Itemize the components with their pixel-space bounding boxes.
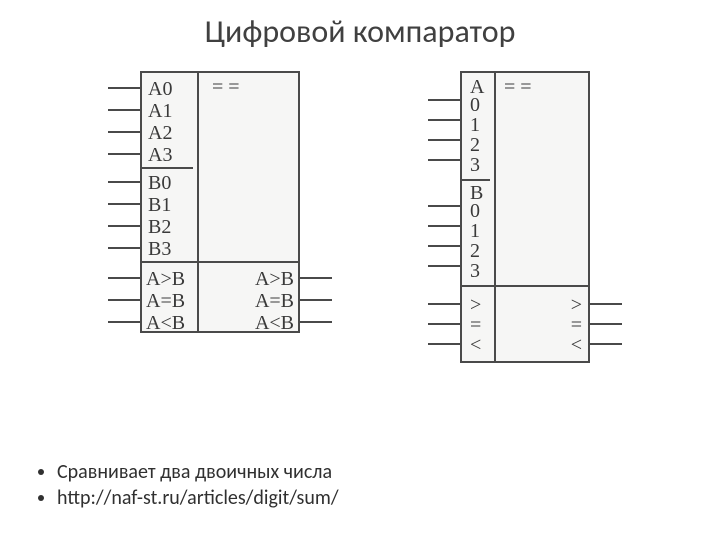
- pin-label: =: [470, 315, 481, 335]
- pin-label-b2: B2: [148, 217, 171, 237]
- comparator-left: = = A0 A1 A2 A3 B0 B1 B2 B3 A>B A=B A<B …: [70, 71, 330, 391]
- pin-in: [108, 321, 140, 323]
- pin-label-a3: A3: [148, 145, 172, 165]
- diagram-area: = = A0 A1 A2 A3 B0 B1 B2 B3 A>B A=B A<B …: [0, 71, 720, 391]
- pin-in: [108, 277, 140, 279]
- pin-in: [428, 323, 460, 325]
- pin-label: >: [470, 295, 481, 315]
- pin-label-alt: A<B: [146, 313, 185, 333]
- pin-in: [428, 159, 460, 161]
- pin-label-a1: A1: [148, 101, 172, 121]
- group-divider: [462, 179, 490, 181]
- pin-label-b3: B3: [148, 239, 171, 259]
- chip-header: = =: [504, 77, 532, 97]
- pin-out: [300, 299, 332, 301]
- group-divider: [142, 261, 298, 263]
- pin-label: 1: [470, 115, 480, 135]
- pin-out: [300, 277, 332, 279]
- pin-label-a2: A2: [148, 123, 172, 143]
- pin-label: 2: [470, 135, 480, 155]
- pin-in: [428, 225, 460, 227]
- chip-body: = = A0 A1 A2 A3 B0 B1 B2 B3 A>B A=B A<B …: [140, 71, 300, 333]
- pin-in: [428, 139, 460, 141]
- pin-out: [590, 323, 622, 325]
- pin-in: [428, 343, 460, 345]
- pin-in: [108, 225, 140, 227]
- slide-title: Цифровой компаратор: [0, 0, 720, 51]
- pin-out: [300, 321, 332, 323]
- group-divider: [462, 285, 588, 287]
- pin-in: [108, 153, 140, 155]
- pin-label-a0: A0: [148, 79, 172, 99]
- pin-label-b0: B0: [148, 173, 171, 193]
- pin-in: [108, 87, 140, 89]
- pin-in: [428, 245, 460, 247]
- out-label: =: [571, 315, 582, 335]
- pin-in: [108, 299, 140, 301]
- pin-in: [108, 181, 140, 183]
- bullet-item: Сравнивает два двоичных числа: [57, 460, 339, 484]
- pin-label-b1: B1: [148, 195, 171, 215]
- out-label: >: [571, 295, 582, 315]
- out-label-aeq: A=B: [255, 291, 294, 311]
- group-divider: [142, 167, 193, 169]
- bullet-list: Сравнивает два двоичных числа http://naf…: [35, 458, 339, 512]
- out-label-alt: A<B: [255, 313, 294, 333]
- pin-label: 3: [470, 155, 480, 175]
- pin-in: [108, 109, 140, 111]
- pin-in: [428, 205, 460, 207]
- chip-header: = =: [212, 77, 240, 97]
- chip-body: = = A 0 1 2 3 B 0 1 2 3 > = < > = <: [460, 71, 590, 363]
- pin-out: [590, 343, 622, 345]
- pin-in: [428, 303, 460, 305]
- pin-out: [590, 303, 622, 305]
- chip-divider: [494, 73, 496, 361]
- pin-in: [428, 99, 460, 101]
- pin-label: 0: [470, 201, 480, 221]
- pin-label: 0: [470, 95, 480, 115]
- chip-divider: [197, 73, 199, 331]
- pin-label: 2: [470, 241, 480, 261]
- pin-in: [108, 203, 140, 205]
- pin-label-agt: A>B: [146, 269, 185, 289]
- pin-in: [428, 119, 460, 121]
- pin-in: [108, 247, 140, 249]
- comparator-right: = = A 0 1 2 3 B 0 1 2 3 > = < > = <: [390, 71, 650, 391]
- pin-in: [108, 131, 140, 133]
- bullet-item: http://naf-st.ru/articles/digit/sum/: [57, 486, 339, 510]
- out-label: <: [571, 335, 582, 355]
- pin-label-aeq: A=B: [146, 291, 185, 311]
- pin-label: 3: [470, 261, 480, 281]
- out-label-agt: A>B: [255, 269, 294, 289]
- pin-label: 1: [470, 221, 480, 241]
- pin-in: [428, 265, 460, 267]
- pin-label: <: [470, 335, 481, 355]
